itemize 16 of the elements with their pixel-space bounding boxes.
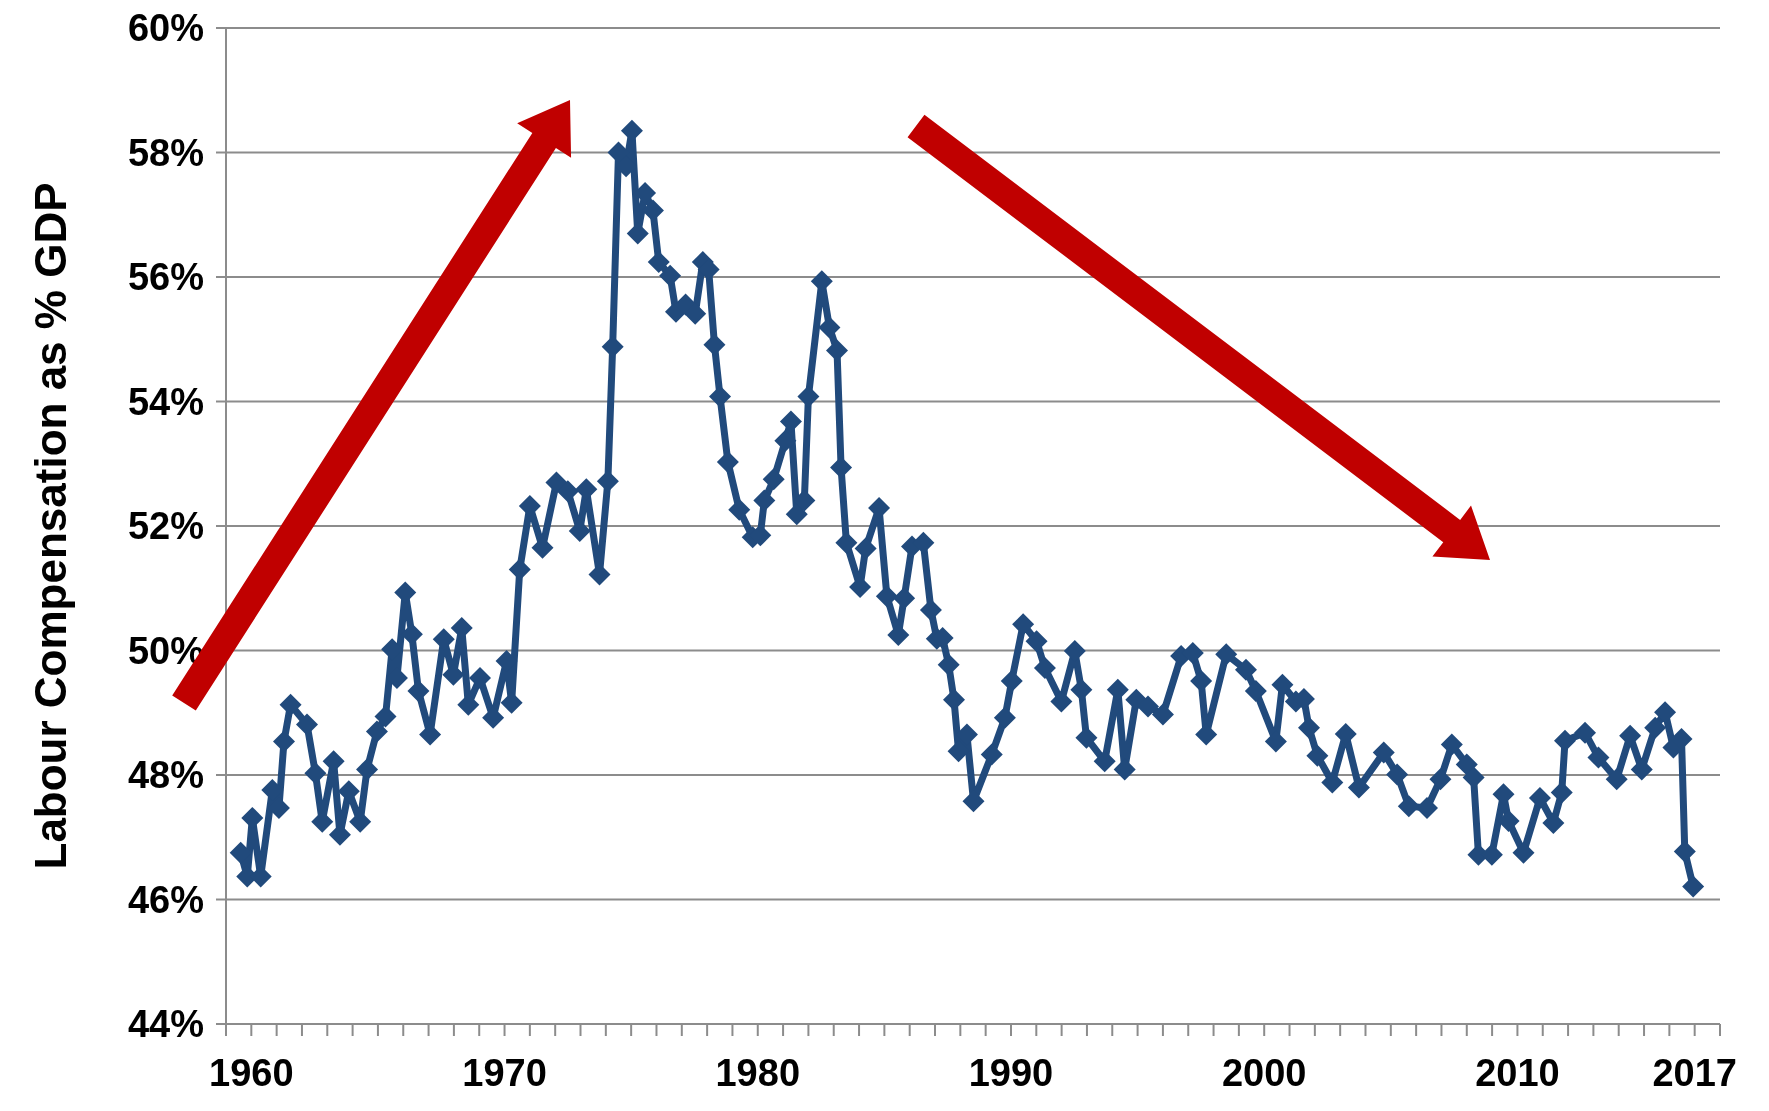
- x-tick-label: 1990: [968, 1052, 1054, 1094]
- x-tick-label: 1980: [715, 1052, 801, 1094]
- y-axis-title: Labour Compensation as % GDP: [26, 182, 75, 870]
- y-tick-label: 44%: [127, 1003, 204, 1046]
- x-tick-label: 1970: [462, 1052, 547, 1094]
- x-tick-label: 1960: [209, 1052, 294, 1094]
- y-tick-label: 52%: [127, 505, 204, 548]
- x-tick-label: 2000: [1221, 1052, 1307, 1094]
- y-tick-label: 48%: [127, 754, 204, 797]
- y-tick-label: 46%: [127, 878, 204, 921]
- x-tick-label: 2017: [1652, 1052, 1737, 1094]
- y-tick-label: 58%: [127, 131, 204, 174]
- y-tick-label: 60%: [127, 7, 204, 50]
- x-tick-label: 2010: [1475, 1052, 1560, 1094]
- y-tick-label: 54%: [127, 380, 204, 423]
- y-tick-label: 56%: [127, 256, 204, 299]
